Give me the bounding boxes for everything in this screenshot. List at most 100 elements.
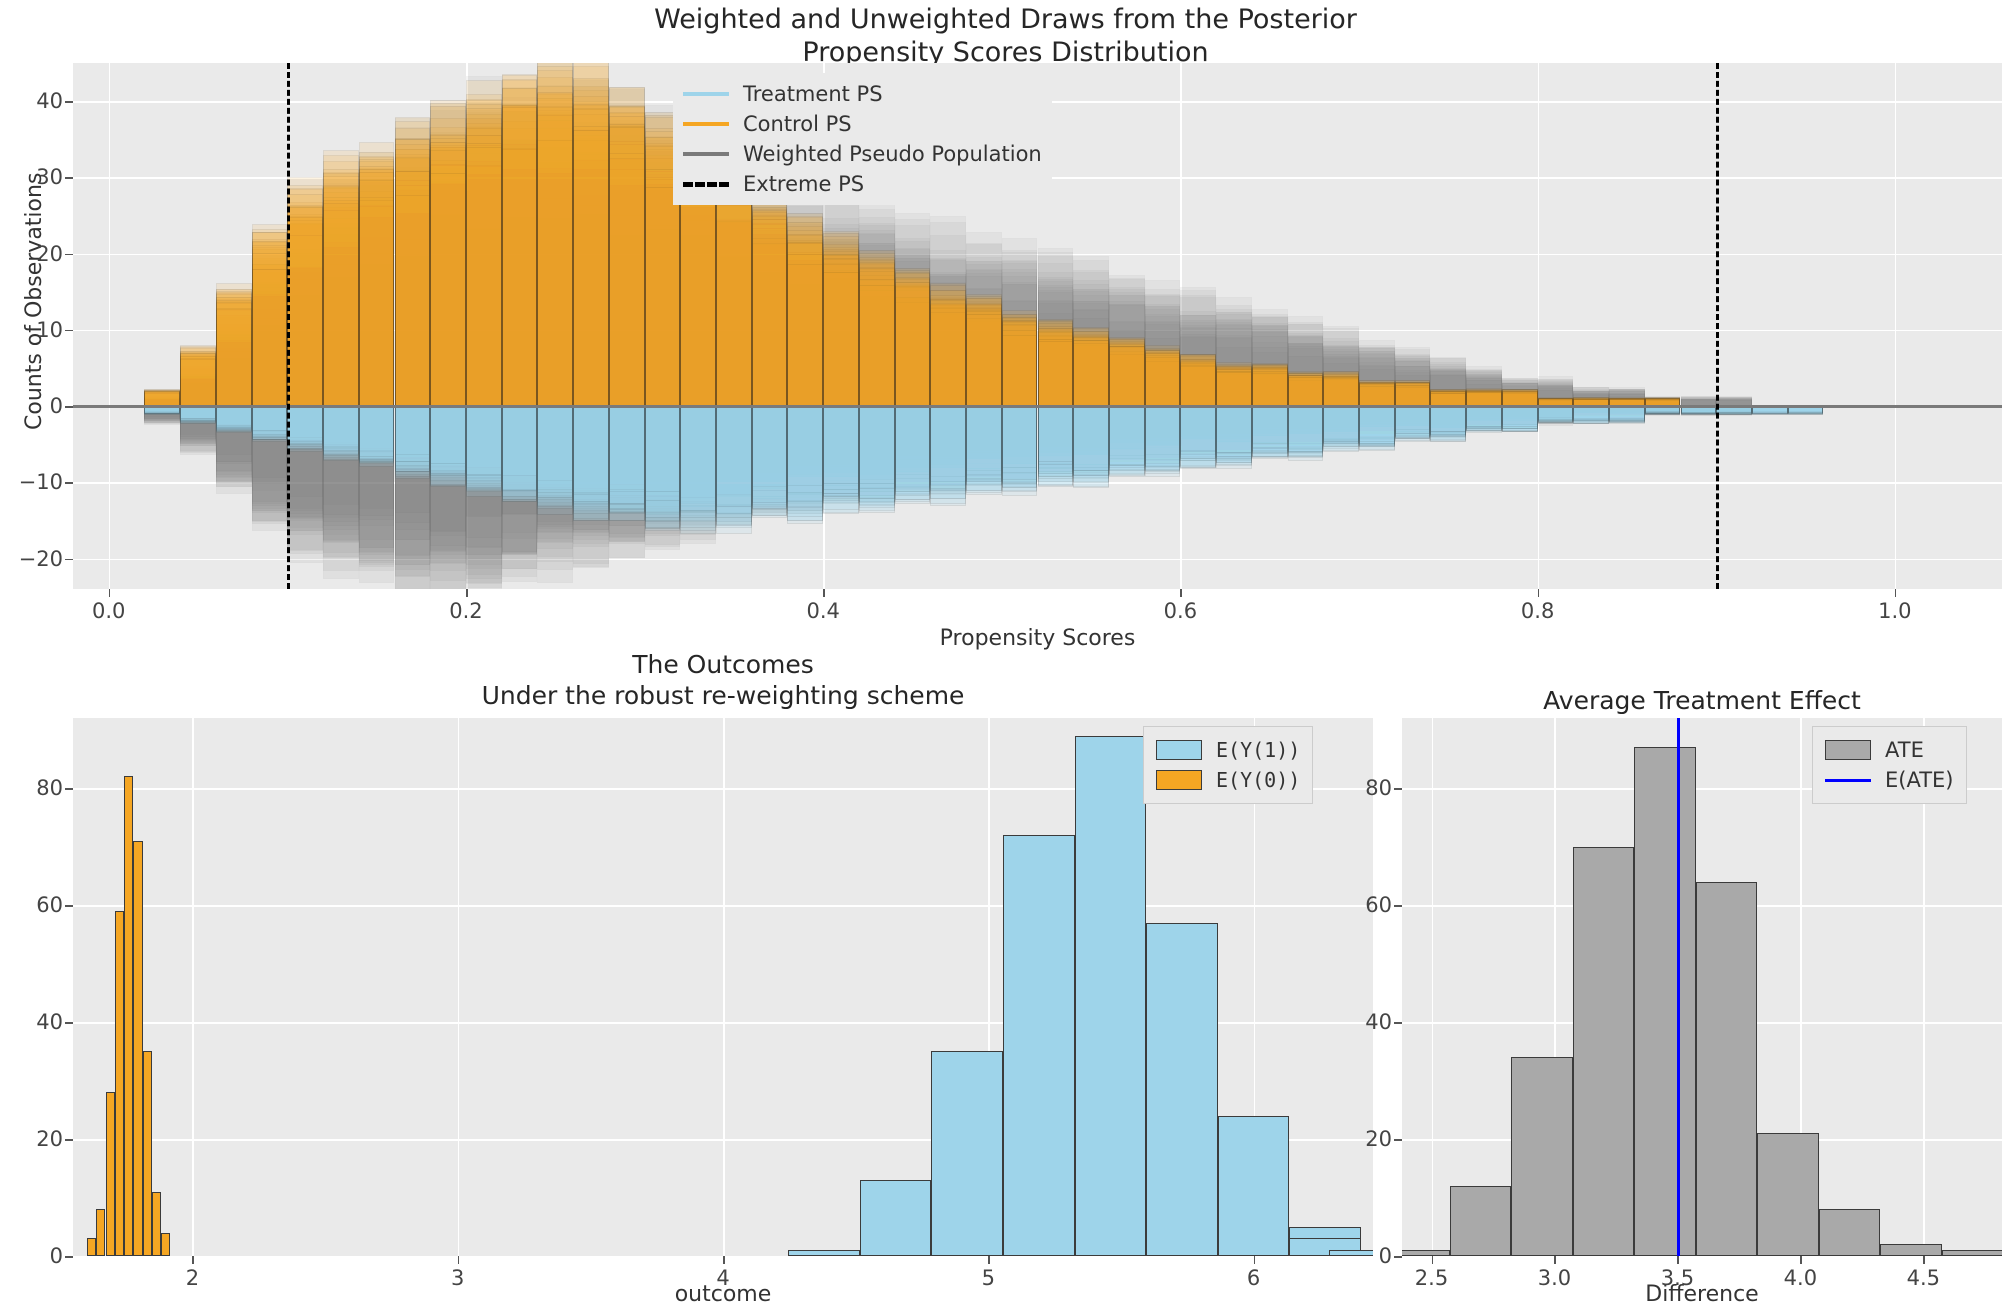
weighted-pseudo-population-bar <box>465 406 502 548</box>
weighted-pseudo-population-bar <box>1359 406 1395 432</box>
weighted-pseudo-population-bar <box>394 406 431 541</box>
weighted-pseudo-population-bar <box>966 406 1002 468</box>
x-gridline <box>465 63 468 589</box>
weighted-pseudo-population-bar <box>716 406 752 508</box>
legend-patch-marker <box>1825 740 1871 760</box>
weighted-pseudo-population-bar <box>680 406 716 527</box>
weighted-pseudo-population-bar <box>358 406 395 549</box>
y-tick-label: 80 <box>1365 776 1392 801</box>
weighted-pseudo-population-bar <box>644 406 681 501</box>
weighted-pseudo-population-bar <box>1680 406 1717 414</box>
outcome-control-bar <box>151 1191 162 1256</box>
weighted-pseudo-population-bar <box>751 406 788 473</box>
weighted-pseudo-population-bar <box>215 406 252 475</box>
legend-item[interactable]: Weighted Pseudo Population <box>683 139 1042 169</box>
legend-item[interactable]: Control PS <box>683 109 1042 139</box>
treatment-ps-bar <box>823 406 859 484</box>
ate-bar <box>1511 1057 1573 1256</box>
weighted-pseudo-population-bar <box>1680 406 1717 416</box>
y-tick-mark <box>1394 1256 1402 1258</box>
ate-bar <box>1757 1133 1819 1256</box>
weighted-pseudo-population-bar <box>1644 406 1681 412</box>
weighted-pseudo-population-bar <box>465 406 502 556</box>
weighted-pseudo-population-bar <box>1144 406 1181 449</box>
weighted-pseudo-population-bar <box>537 406 574 515</box>
weighted-pseudo-population-bar <box>1216 406 1252 434</box>
x-gridline <box>108 63 111 589</box>
y-tick-mark <box>65 406 73 408</box>
weighted-pseudo-population-bar <box>180 406 216 446</box>
weighted-pseudo-population-bar <box>537 406 574 543</box>
y-tick-mark <box>65 177 73 179</box>
weighted-pseudo-population-bar <box>1108 406 1145 440</box>
weighted-pseudo-population-bar <box>644 406 681 550</box>
y-tick-label: 40 <box>36 89 63 114</box>
y-tick-label: 60 <box>36 893 63 918</box>
weighted-pseudo-population-bar <box>1216 406 1252 449</box>
weighted-pseudo-population-bar <box>1144 406 1181 446</box>
legend-item[interactable]: E(Y(0)) <box>1156 765 1300 795</box>
weighted-pseudo-population-bar <box>1144 406 1181 460</box>
ate-bar <box>1880 1244 1942 1256</box>
weighted-pseudo-population-bar <box>823 406 859 468</box>
weighted-pseudo-population-bar <box>144 406 181 420</box>
weighted-pseudo-population-bar <box>394 406 431 566</box>
weighted-pseudo-population-bar <box>1609 406 1645 414</box>
weighted-pseudo-population-bar <box>287 406 324 551</box>
weighted-pseudo-population-bar <box>1466 406 1502 424</box>
weighted-pseudo-population-bar <box>144 406 181 418</box>
treatment-ps-bar <box>1073 406 1109 476</box>
weighted-pseudo-population-bar <box>1501 406 1538 420</box>
treatment-ps-bar <box>1216 406 1252 453</box>
outcomes-title-line1: The Outcomes <box>632 650 814 679</box>
weighted-pseudo-population-bar <box>465 406 502 589</box>
weighted-pseudo-population-bar <box>323 406 359 572</box>
legend-item[interactable]: Treatment PS <box>683 79 1042 109</box>
treatment-ps-bar <box>1359 406 1395 451</box>
weighted-pseudo-population-bar <box>716 406 752 480</box>
legend-line-marker <box>683 122 729 126</box>
legend-label: Control PS <box>743 112 852 136</box>
weighted-pseudo-population-bar <box>608 406 645 513</box>
weighted-pseudo-population-bar <box>1073 406 1109 461</box>
ate-bar <box>1572 846 1635 1256</box>
weighted-pseudo-population-bar <box>323 406 359 579</box>
weighted-pseudo-population-bar <box>858 406 895 471</box>
x-tick-label: 3.5 <box>1660 1266 1695 1290</box>
weighted-pseudo-population-bar <box>1394 406 1431 429</box>
weighted-pseudo-population-bar <box>465 406 502 584</box>
weighted-pseudo-population-bar <box>394 406 431 589</box>
weighted-pseudo-population-bar <box>358 406 395 540</box>
legend-item[interactable]: E(Y(1)) <box>1156 735 1300 765</box>
legend-item[interactable]: ATE <box>1825 735 1954 765</box>
weighted-pseudo-population-bar <box>608 406 645 558</box>
weighted-pseudo-population-bar <box>358 406 395 567</box>
x-tick-label: 2.5 <box>1414 1266 1449 1290</box>
weighted-pseudo-population-bar <box>1251 406 1288 440</box>
weighted-pseudo-population-bar <box>1537 406 1574 424</box>
ps-posterior-draw <box>73 63 2002 589</box>
x-tick-mark <box>1431 1256 1434 1264</box>
weighted-pseudo-population-bar <box>465 406 502 517</box>
treatment-ps-bar <box>1108 406 1145 467</box>
weighted-pseudo-population-bar <box>215 406 252 456</box>
weighted-pseudo-population-bar <box>1573 406 1610 412</box>
weighted-pseudo-population-bar <box>323 406 359 506</box>
weighted-pseudo-population-bar <box>465 406 502 517</box>
weighted-pseudo-population-bar <box>1716 406 1752 412</box>
weighted-pseudo-population-bar <box>1323 406 1359 436</box>
outcome-control-bar <box>114 910 125 1256</box>
legend-label: Extreme PS <box>743 172 865 196</box>
weighted-pseudo-population-bar <box>930 406 967 469</box>
legend-item[interactable]: E(ATE) <box>1825 765 1954 795</box>
weighted-pseudo-population-bar <box>430 406 466 552</box>
x-gridline <box>1431 718 1434 1256</box>
treatment-ps-bar <box>430 406 466 464</box>
weighted-pseudo-population-bar <box>144 406 181 421</box>
legend-item[interactable]: Extreme PS <box>683 169 1042 199</box>
weighted-pseudo-population-bar <box>215 406 252 478</box>
weighted-pseudo-population-bar <box>787 406 824 476</box>
weighted-pseudo-population-bar <box>1573 406 1610 413</box>
weighted-pseudo-population-bar <box>1180 406 1217 439</box>
weighted-pseudo-population-bar <box>394 406 431 530</box>
